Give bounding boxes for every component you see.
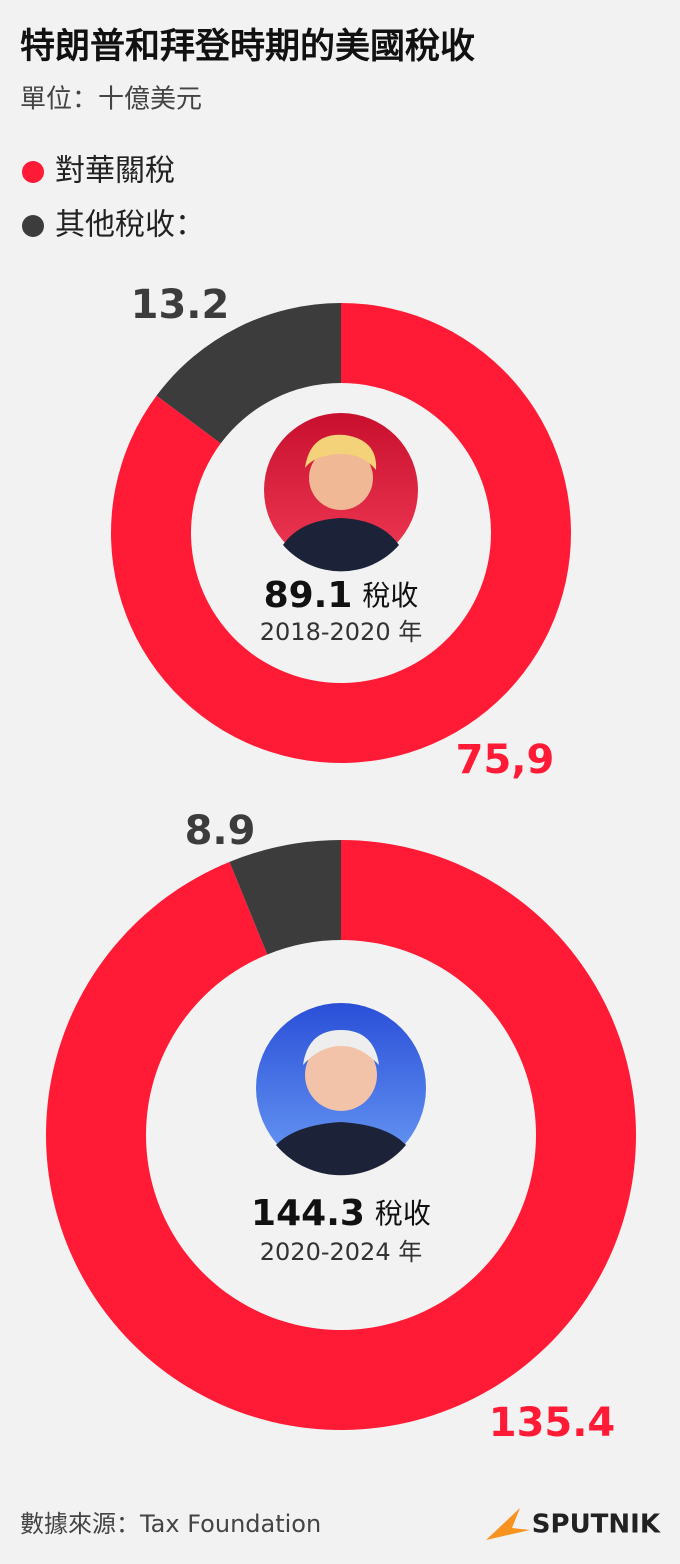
- value-label: 135.4: [489, 1400, 616, 1446]
- donut-segment: [156, 303, 341, 444]
- legend-dot: [22, 215, 44, 237]
- logo-icon: [486, 1508, 530, 1540]
- donut-segment: [111, 303, 572, 763]
- legend-label: 對華關稅: [55, 154, 175, 189]
- source: 數據來源：Tax Foundation: [20, 1510, 321, 1538]
- period: 2018-2020 年: [260, 618, 422, 646]
- donut-segment: [229, 840, 341, 955]
- total-unit: 稅收: [362, 579, 418, 612]
- legend-label: 其他稅收：: [55, 208, 205, 243]
- total-value: 89.1: [264, 575, 353, 616]
- center-total: 89.1 稅收: [264, 575, 419, 616]
- value-label: 75,9: [456, 737, 555, 783]
- logo: SPUTNIK: [532, 1510, 661, 1540]
- value-label: 8.9: [185, 808, 256, 854]
- value-label: 13.2: [131, 282, 230, 328]
- subtitle: 單位：十億美元: [20, 85, 202, 115]
- total-value: 144.3: [251, 1193, 365, 1234]
- charts: 75,9 13.2 89.1 稅收 2018-2020 年 135.4 8.9 144.3 稅收…: [46, 282, 637, 1446]
- title: 特朗普和拜登時期的美國稅收: [20, 27, 475, 67]
- portrait-1: [264, 413, 418, 572]
- donut-segment: [46, 840, 637, 1430]
- legend-dot: [22, 161, 44, 183]
- total-unit: 稅收: [375, 1197, 431, 1230]
- center-total: 144.3 稅收: [251, 1193, 431, 1234]
- period: 2020-2024 年: [260, 1238, 422, 1266]
- portrait-2: [256, 1003, 426, 1176]
